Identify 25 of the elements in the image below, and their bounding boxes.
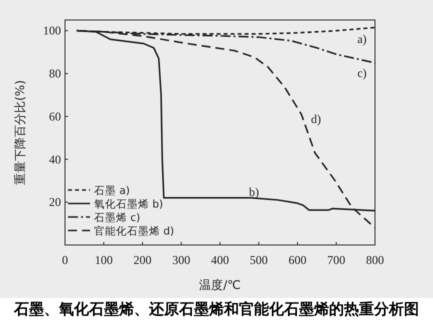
x-tick-label: 200 (134, 253, 152, 267)
x-tick-label: 300 (172, 253, 190, 267)
legend-label: 石墨烯 c) (94, 211, 140, 224)
x-tick-label: 0 (62, 253, 68, 267)
x-tick-label: 600 (288, 253, 306, 267)
y-tick-label: 60 (49, 109, 61, 124)
legend-label: 官能化石墨烯 d) (94, 224, 174, 238)
x-tick-label: 700 (327, 253, 346, 267)
y-tick-label: 80 (49, 66, 61, 81)
y-tick-label: 100 (43, 24, 61, 38)
y-tick-label: 40 (49, 152, 61, 166)
annotation: a) (357, 32, 367, 46)
y-tick-label: 20 (49, 195, 61, 210)
legend-label: 氧化石墨烯 b) (94, 198, 164, 210)
annotation: d) (311, 112, 321, 126)
annotation: c) (357, 66, 367, 80)
y-axis-title: 重量下降百分比(%) (13, 80, 27, 185)
x-tick-label: 100 (94, 253, 113, 267)
x-tick-label: 500 (250, 253, 268, 267)
x-tick-label: 400 (211, 253, 229, 267)
text: 石墨、氧化石墨烯、还原石墨烯和官能化石墨烯的热重分析图 (13, 300, 419, 318)
legend-label: 石墨 a) (94, 185, 130, 197)
x-tick-label: 800 (366, 253, 384, 267)
annotation: b) (249, 185, 259, 199)
x-axis-title: 温度/℃ (199, 278, 241, 292)
